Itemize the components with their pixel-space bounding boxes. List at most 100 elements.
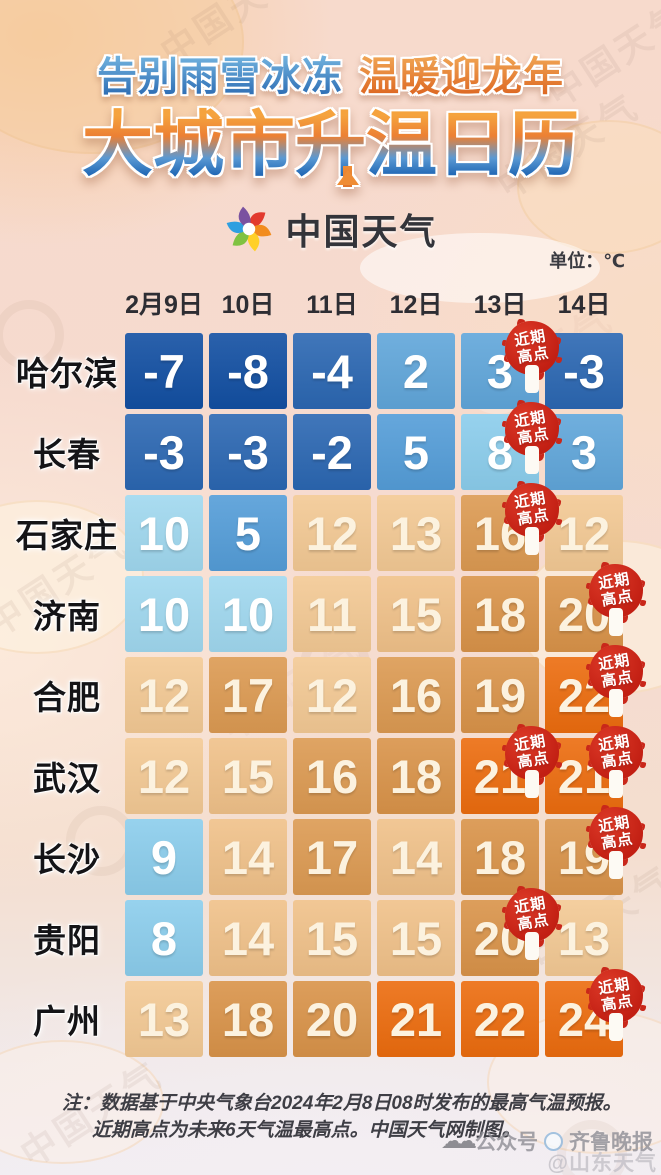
temp-cell: 15 (209, 738, 287, 814)
public-account-name: 齐鲁晚报 (569, 1131, 653, 1154)
temp-cell: 8 (125, 900, 203, 976)
recent-high-badge-text: 近期 高点 (597, 570, 635, 610)
temp-value: 17 (305, 830, 359, 884)
recent-high-badge: 近期 高点 (505, 726, 559, 798)
temp-cell: 14 (377, 819, 455, 895)
temp-cell: 16 近期 高点 (461, 483, 559, 571)
temp-cell: 2 (377, 333, 455, 409)
temp-cell: 3 (545, 414, 623, 490)
temp-value: 8 (150, 911, 178, 965)
temp-cell: 22 近期 高点 (545, 645, 643, 733)
temp-cell: 18 (377, 738, 455, 814)
temp-cell: -2 (293, 414, 371, 490)
recent-high-badge-text: 近期 高点 (597, 975, 635, 1015)
city-row: 合肥 12 17 12 16 19 22 近期 高点 (15, 645, 661, 733)
temp-cell: 13 (125, 981, 203, 1057)
temp-value: 14 (221, 911, 275, 965)
cloud-decoration (360, 233, 600, 303)
weibo-watermark: @山东天气 (547, 1152, 657, 1175)
temp-cell: 15 (293, 900, 371, 976)
date-header-row: 2月9日 10日 11日 12日 13日 14日 (15, 285, 661, 321)
temp-value: 15 (389, 911, 443, 965)
recent-high-badge-text: 近期 高点 (513, 327, 551, 367)
temp-cell: 20 (293, 981, 371, 1057)
temp-cell: -7 (125, 333, 203, 409)
temp-value: 10 (137, 587, 191, 641)
temperature-table: 2月9日 10日 11日 12日 13日 14日 哈尔滨 -7 -8 -4 2 3 近期 高点 -3 长春 -… (15, 285, 661, 1057)
temp-value: 9 (150, 830, 178, 884)
city-row: 长沙 9 14 17 14 18 19 近期 高点 (15, 807, 661, 895)
date-header: 10日 (221, 291, 275, 319)
temp-value: -2 (311, 425, 353, 479)
temp-cell: 10 (209, 576, 287, 652)
city-row: 广州 13 18 20 21 22 24 近期 高点 (15, 969, 661, 1057)
date-header: 12日 (389, 291, 443, 319)
temp-cell: 12 (125, 738, 203, 814)
temp-cell: -8 (209, 333, 287, 409)
poster-title: 大城市升温日历 (0, 91, 661, 187)
temp-cell: 11 (293, 576, 371, 652)
temp-cell: 18 (209, 981, 287, 1057)
temp-cell: 16 (377, 657, 455, 733)
temp-cell: 14 (209, 900, 287, 976)
date-header: 13日 (473, 291, 527, 319)
footnote-line: 注：数据基于中央气象台2024年2月8日08时发布的最高气温预报。 (62, 1093, 622, 1114)
temp-cell: -3 (209, 414, 287, 490)
temp-cell: 12 (125, 657, 203, 733)
city-row: 贵阳 8 14 15 15 20 近期 高点 13 (15, 888, 661, 976)
recent-high-badge: 近期 高点 (589, 807, 643, 879)
city-label: 长春 (33, 436, 101, 473)
city-row: 长春 -3 -3 -2 5 8 近期 高点 3 (15, 402, 661, 490)
date-header-spacer (15, 285, 119, 321)
temp-value: 15 (221, 749, 275, 803)
temp-cell: 12 (293, 657, 371, 733)
temp-value: 14 (389, 830, 443, 884)
temp-cell: 8 近期 高点 (461, 402, 559, 490)
city-label: 贵阳 (33, 922, 101, 959)
temp-value: 10 (137, 506, 191, 560)
temp-value: 19 (473, 668, 527, 722)
public-account-row: ☁☁ 公众号 齐鲁晚报 (441, 1126, 653, 1156)
recent-high-badge: 近期 高点 (505, 321, 559, 393)
subtitle-orange-text: 温暖迎龙年 (359, 55, 564, 99)
temp-cell: 21 (377, 981, 455, 1057)
recent-high-badge-text: 近期 高点 (597, 813, 635, 853)
footnote-line: 近期高点为未来6天气温最高点。中国天气网制图。 (92, 1119, 521, 1141)
temp-cell: 15 (377, 900, 455, 976)
speech-bubbles-icon: ☁☁ (441, 1128, 477, 1153)
temp-cell: 5 (377, 414, 455, 490)
cloud-decoration (517, 120, 661, 254)
temp-value: 18 (473, 587, 527, 641)
temp-cell: 10 (125, 495, 203, 571)
date-header: 11日 (306, 291, 358, 319)
temp-cell: 18 (461, 819, 539, 895)
temp-value: 11 (307, 587, 357, 641)
temp-cell: -3 (125, 414, 203, 490)
temp-value: 12 (137, 749, 191, 803)
temp-value: 22 (473, 992, 527, 1046)
temp-cell: 16 (293, 738, 371, 814)
temp-value: 16 (389, 668, 443, 722)
recent-high-badge: 近期 高点 (505, 402, 559, 474)
temp-cell: 3 近期 高点 (461, 321, 559, 409)
temp-value: -3 (563, 344, 605, 398)
recent-high-badge-text: 近期 高点 (597, 651, 635, 691)
temp-value: -3 (227, 425, 269, 479)
city-label: 石家庄 (16, 517, 118, 554)
temp-cell: 17 (293, 819, 371, 895)
temp-value: 18 (389, 749, 443, 803)
brand-name: 中国天气 (285, 211, 438, 252)
city-label: 广州 (33, 1003, 101, 1040)
temp-cell: 20 近期 高点 (545, 564, 643, 652)
city-label: 武汉 (33, 760, 101, 797)
temp-cell: -3 (545, 333, 623, 409)
recent-high-badge-text: 近期 高点 (597, 732, 635, 772)
cloud-decoration (0, 1040, 164, 1164)
recent-high-badge: 近期 高点 (589, 726, 643, 798)
unit-label: 单位：℃ (549, 251, 625, 271)
recent-high-badge-text: 近期 高点 (513, 408, 551, 448)
temp-cell: 10 (125, 576, 203, 652)
temp-value: 14 (221, 830, 275, 884)
temp-cell: 12 (293, 495, 371, 571)
city-label: 合肥 (33, 679, 101, 716)
